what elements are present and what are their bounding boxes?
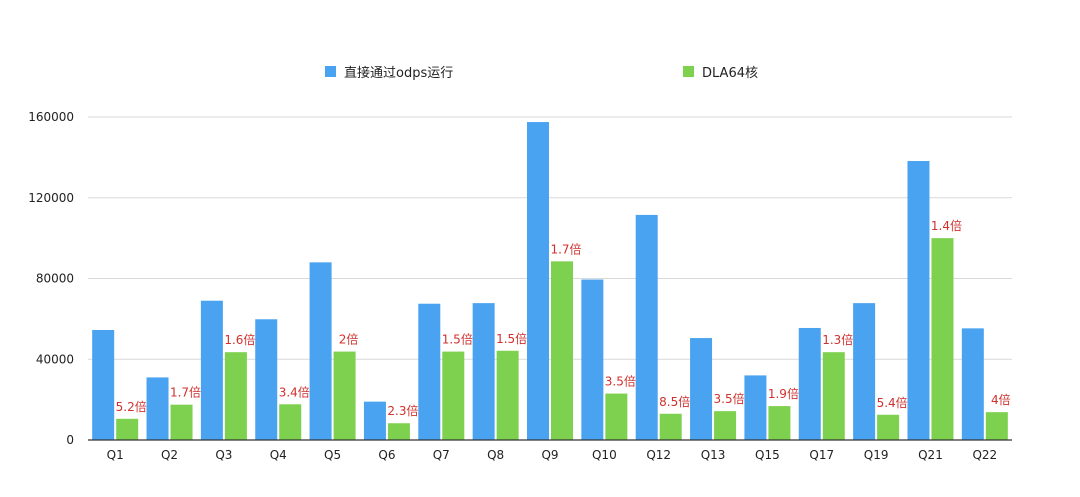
x-tick-label: Q3 — [215, 448, 232, 462]
bar-odps — [581, 279, 604, 440]
bar-dla — [551, 261, 573, 440]
x-tick-label: Q4 — [270, 448, 287, 462]
bar-dla — [333, 351, 356, 440]
speedup-label: 3.5倍 — [605, 374, 636, 389]
speedup-label: 8.5倍 — [659, 394, 690, 409]
bar-odps — [798, 327, 821, 440]
bar-dla — [224, 352, 247, 440]
bar-odps — [363, 401, 386, 440]
x-tick-label: Q12 — [646, 448, 671, 462]
bar-odps — [690, 338, 713, 440]
speedup-label: 5.4倍 — [877, 395, 908, 410]
bar-odps — [418, 303, 441, 440]
legend-swatch-dla — [683, 65, 694, 77]
x-tick-label: Q13 — [701, 448, 726, 462]
bar-odps — [309, 262, 332, 440]
y-tick-label: 40000 — [36, 352, 74, 366]
bar-odps — [92, 329, 115, 440]
y-tick-label: 0 — [66, 433, 74, 447]
x-tick-label: Q5 — [324, 448, 341, 462]
speedup-label: 1.9倍 — [768, 386, 799, 401]
speedup-label: 5.2倍 — [116, 399, 147, 414]
bar-odps — [527, 122, 549, 440]
bar-dla — [496, 350, 519, 440]
bar-dla — [116, 418, 139, 440]
y-tick-label: 80000 — [36, 272, 74, 286]
y-tick-label: 120000 — [28, 191, 74, 205]
bar-odps — [255, 319, 278, 440]
bar-dla — [714, 411, 737, 440]
speedup-label: 1.3倍 — [822, 332, 853, 347]
bar-odps — [146, 377, 169, 440]
legend-swatch-odps — [325, 65, 336, 77]
y-tick-label: 160000 — [28, 110, 74, 124]
bar-odps — [961, 328, 984, 440]
bar-dla — [279, 404, 302, 440]
bar-odps — [744, 375, 767, 440]
speedup-label: 1.6倍 — [224, 332, 255, 347]
speedup-label: 1.7倍 — [550, 241, 581, 256]
x-tick-label: Q17 — [809, 448, 834, 462]
bar-dla — [387, 423, 410, 440]
bar-dla — [605, 393, 628, 440]
x-tick-label: Q9 — [541, 448, 558, 462]
x-tick-label: Q6 — [378, 448, 395, 462]
speedup-label: 4倍 — [991, 392, 1011, 407]
speedup-label: 2倍 — [339, 332, 359, 347]
legend-label-dla: DLA64核 — [702, 65, 758, 81]
legend-item-dla: DLA64核 — [683, 62, 758, 81]
bar-odps — [907, 161, 930, 441]
bar-dla — [877, 414, 900, 440]
bar-odps — [853, 303, 876, 440]
x-tick-label: Q1 — [107, 448, 124, 462]
speedup-label: 1.5倍 — [442, 332, 473, 347]
bar-dla — [768, 406, 791, 440]
x-tick-label: Q15 — [755, 448, 780, 462]
speedup-label: 3.4倍 — [279, 384, 310, 399]
speedup-label: 2.3倍 — [387, 403, 418, 418]
speedup-label: 1.7倍 — [170, 385, 201, 400]
x-tick-label: Q10 — [592, 448, 617, 462]
legend-label-odps: 直接通过odps运行 — [344, 65, 454, 81]
speedup-label: 3.5倍 — [714, 391, 745, 406]
bar-dla — [659, 413, 682, 440]
bar-dla — [931, 238, 954, 440]
x-tick-label: Q2 — [161, 448, 178, 462]
x-tick-label: Q8 — [487, 448, 504, 462]
bar-odps — [200, 300, 223, 440]
speedup-label: 1.4倍 — [931, 218, 962, 233]
legend-item-odps: 直接通过odps运行 — [325, 62, 454, 81]
x-tick-label: Q21 — [918, 448, 943, 462]
bar-dla — [442, 351, 465, 440]
bar-dla — [985, 412, 1008, 440]
bar-odps — [472, 303, 495, 440]
x-tick-label: Q22 — [972, 448, 997, 462]
bar-dla — [170, 404, 193, 440]
speedup-label: 1.5倍 — [496, 331, 527, 346]
x-tick-label: Q19 — [864, 448, 889, 462]
bar-odps — [635, 214, 658, 440]
x-tick-label: Q7 — [433, 448, 450, 462]
bar-dla — [822, 352, 845, 440]
